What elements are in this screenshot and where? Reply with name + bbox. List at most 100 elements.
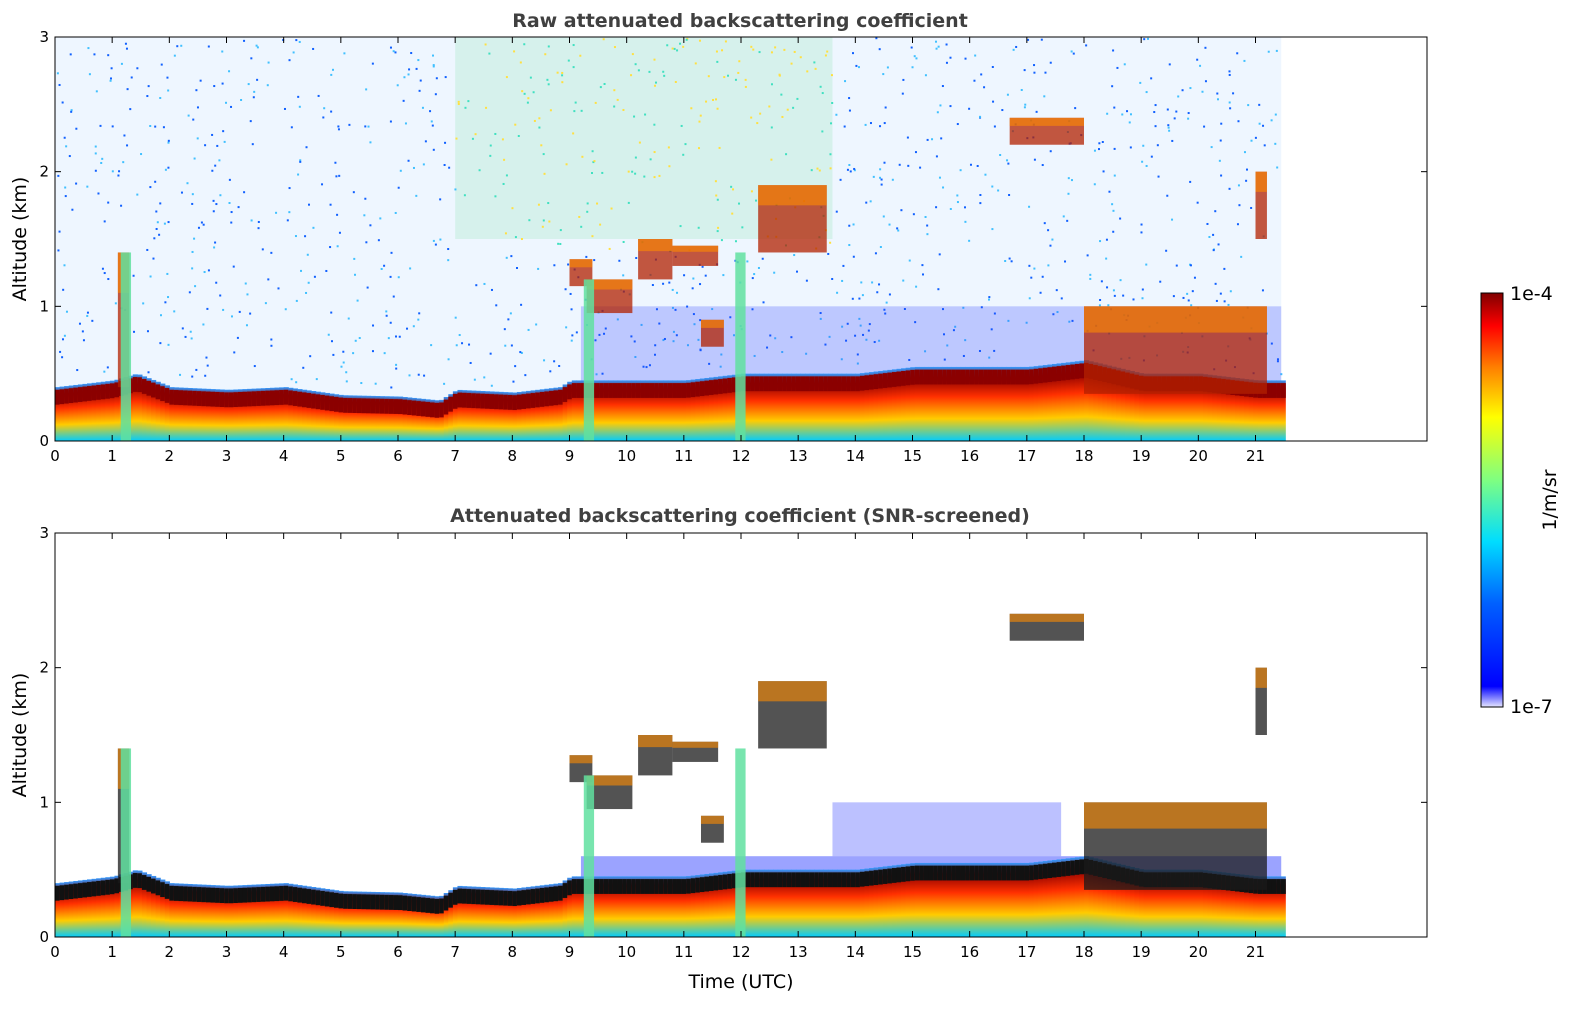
boundary-layer-column — [475, 886, 481, 937]
noise-speck — [159, 314, 162, 317]
noise-speck — [884, 312, 887, 315]
boundary-layer-column — [498, 391, 504, 441]
boundary-layer-top — [722, 378, 728, 394]
boundary-layer-top — [612, 879, 619, 894]
boundary-layer-top — [773, 376, 779, 392]
noise-speck — [697, 226, 700, 229]
noise-speck — [483, 376, 486, 379]
noise-speck — [1033, 64, 1036, 67]
noise-speck — [535, 323, 538, 326]
noise-speck — [1166, 108, 1169, 111]
boundary-layer-column — [809, 373, 815, 441]
boundary-layer-top — [1079, 363, 1085, 379]
noise-speck — [1051, 238, 1054, 241]
boundary-layer-top — [791, 376, 797, 392]
boundary-layer-top — [901, 370, 907, 386]
noise-speck — [1099, 240, 1102, 243]
noise-speck — [875, 37, 878, 40]
boundary-layer-column — [608, 380, 614, 441]
noise-speck — [1229, 290, 1232, 293]
boundary-layer-column — [1134, 868, 1140, 937]
boundary-layer-column — [937, 862, 943, 937]
boundary-layer-column — [919, 862, 925, 937]
boundary-layer-column — [1271, 876, 1277, 937]
boundary-layer-column — [562, 384, 568, 441]
boundary-layer-column — [434, 400, 440, 441]
noise-speck — [1072, 52, 1075, 55]
boundary-layer-column — [640, 380, 646, 441]
noise-speck — [124, 42, 127, 45]
boundary-layer-top — [1056, 366, 1062, 381]
noise-speck — [668, 281, 671, 284]
noise-speck — [878, 339, 881, 342]
boundary-layer-top — [841, 872, 847, 888]
noise-speck — [1028, 297, 1031, 300]
noise-speck — [572, 66, 575, 69]
boundary-layer-top — [603, 879, 609, 894]
boundary-layer-top — [640, 879, 646, 894]
noise-speck — [572, 44, 575, 47]
noise-speck — [766, 346, 769, 349]
noise-speck — [410, 52, 413, 55]
boundary-layer-top — [315, 394, 321, 410]
x-tick-label: 2 — [165, 447, 175, 465]
boundary-layer-top — [699, 381, 706, 397]
noise-speck — [513, 50, 516, 53]
boundary-layer-top — [205, 391, 212, 407]
boundary-layer-top — [484, 889, 491, 905]
noise-speck — [103, 370, 106, 373]
boundary-layer-column — [997, 862, 1003, 937]
x-tick-label: 15 — [903, 943, 922, 961]
noise-speck — [553, 264, 556, 267]
noise-speck — [186, 182, 189, 185]
noise-speck — [455, 344, 458, 347]
noise-speck — [199, 79, 202, 82]
noise-speck — [298, 40, 301, 43]
noise-speck — [494, 132, 497, 135]
noise-speck — [1028, 264, 1031, 267]
boundary-layer-column — [292, 388, 298, 441]
boundary-layer-top — [1074, 363, 1081, 379]
boundary-layer-column — [978, 862, 984, 937]
boundary-layer-top — [562, 883, 568, 898]
noise-speck — [542, 153, 545, 156]
boundary-layer-column — [480, 887, 486, 937]
noise-speck — [243, 39, 246, 42]
boundary-layer-top — [306, 889, 312, 904]
noise-speck — [879, 168, 882, 171]
noise-speck — [330, 110, 333, 113]
boundary-layer-column — [1244, 379, 1250, 441]
boundary-layer-column — [320, 888, 326, 937]
boundary-layer-column — [663, 380, 669, 441]
noise-speck — [1182, 296, 1185, 299]
boundary-layer-top — [782, 872, 788, 888]
noise-speck — [408, 374, 411, 377]
noise-speck — [844, 80, 847, 83]
x-tick-label: 0 — [50, 943, 60, 961]
noise-speck — [69, 53, 72, 56]
noise-speck — [880, 178, 883, 181]
noise-speck — [557, 242, 560, 245]
boundary-layer-top — [301, 392, 308, 408]
boundary-layer-top — [393, 895, 399, 910]
boundary-layer-top — [375, 398, 381, 414]
noise-speck — [845, 339, 848, 342]
noise-speck — [674, 80, 677, 83]
boundary-layer-column — [946, 862, 952, 937]
panel2-x-ticks: 0 1 2 3 4 5 6 7 8 9 10 11 12 13 14 15 16 17 18 19 20 21 — [50, 533, 1265, 961]
noise-speck — [1070, 179, 1073, 182]
boundary-layer-top — [64, 884, 70, 900]
boundary-layer-column — [832, 869, 838, 937]
boundary-layer-column — [928, 366, 934, 441]
noise-speck — [790, 336, 793, 339]
noise-speck — [1187, 299, 1190, 302]
noise-speck — [1212, 233, 1215, 236]
noise-speck — [902, 279, 905, 282]
noise-speck — [133, 330, 136, 333]
boundary-layer-column — [1180, 373, 1186, 441]
noise-speck — [61, 101, 64, 104]
noise-speck — [159, 202, 162, 205]
noise-speck — [561, 81, 564, 84]
noise-speck — [911, 66, 914, 69]
boundary-layer-column — [1225, 872, 1231, 937]
